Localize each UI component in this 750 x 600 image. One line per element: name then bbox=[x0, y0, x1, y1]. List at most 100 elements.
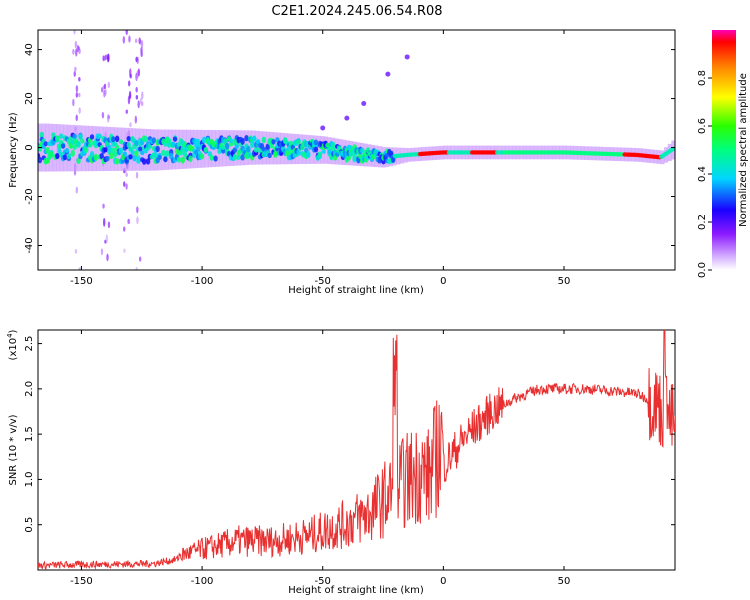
spectrogram-ridge-blob bbox=[331, 141, 336, 149]
spectrogram-ridge-blob bbox=[244, 135, 249, 142]
spectrogram-halo bbox=[302, 134, 307, 164]
spectrogram-streak-blob bbox=[129, 73, 132, 79]
spectrogram-halo bbox=[316, 135, 321, 164]
spectrogram-halo bbox=[208, 129, 213, 168]
x-tick-label: 50 bbox=[558, 576, 571, 587]
spectrogram-ridge-blob bbox=[39, 131, 45, 139]
spectrogram-ridge-blob bbox=[62, 154, 68, 161]
spectrogram-ridge-blob bbox=[157, 155, 162, 160]
spectrogram-streak-blob bbox=[78, 107, 81, 114]
spectrogram-streak-blob bbox=[75, 85, 79, 93]
x-tick-label: 50 bbox=[558, 276, 571, 287]
spectrogram-ridge-blob bbox=[161, 149, 166, 157]
spectrogram-streak-blob bbox=[78, 48, 81, 55]
spectrogram-ridge-blob bbox=[253, 147, 259, 153]
snr-frame bbox=[37, 329, 676, 571]
spectrogram-ridge-blob bbox=[265, 143, 270, 151]
spectrogram-ridge-blob bbox=[43, 141, 48, 147]
spectrogram-ridge-blob bbox=[296, 139, 301, 145]
spectrogram-ridge-blob bbox=[246, 145, 251, 153]
x-tick-label: -50 bbox=[315, 576, 331, 587]
spectrogram-ridge-blob bbox=[84, 145, 89, 154]
spectrogram-ridge-blob bbox=[111, 136, 116, 143]
spectrogram-streak-blob bbox=[106, 253, 109, 262]
spectrogram-streak-blob bbox=[128, 35, 131, 43]
spectrogram-panel: -150 -100 -50 0 50 -40 -20 0 20 40 Height of str… bbox=[8, 29, 676, 296]
spectrogram-streak-blob bbox=[74, 40, 78, 49]
spectrogram-streak-blob bbox=[78, 267, 81, 270]
spectrogram-streak-blob bbox=[100, 87, 104, 93]
spectrogram-halo bbox=[70, 124, 75, 172]
spectrogram-heat bbox=[38, 30, 675, 270]
spectrogram-ridge-blob bbox=[188, 155, 193, 163]
spectrogram-ridge-blob bbox=[224, 142, 230, 150]
spectrogram-streak-blob bbox=[135, 72, 138, 82]
spectrogram-ridge-blob bbox=[145, 158, 151, 165]
spectrogram-streak-blob bbox=[125, 30, 128, 36]
y-tick-label: 2.0 bbox=[24, 381, 35, 397]
spectrogram-ridge-blob bbox=[389, 150, 394, 156]
spectrogram-ridge-blob bbox=[321, 149, 326, 155]
x-tick-label: -100 bbox=[191, 276, 214, 287]
colorbar-ticks: 0.0 0.2 0.4 0.6 0.8 bbox=[697, 70, 712, 278]
spectrogram-ridge-blob bbox=[114, 135, 120, 143]
spectrogram-halo bbox=[237, 130, 242, 166]
snr-y-multiplier-close: ) bbox=[8, 329, 19, 333]
spectrogram-ridge-blob bbox=[228, 141, 234, 147]
spectrogram-streak-blob bbox=[107, 221, 111, 229]
x-tick-label: -50 bbox=[315, 276, 331, 287]
y-tick-label: 1.5 bbox=[24, 426, 35, 442]
spectrogram-streak-blob bbox=[123, 226, 126, 232]
spectrogram-streak-blob bbox=[75, 92, 79, 98]
spectrogram-ridge-blob bbox=[138, 146, 143, 152]
spectrogram-streak-blob bbox=[123, 248, 126, 253]
spectrogram-ridge-blob bbox=[143, 136, 149, 143]
spectrogram-halo bbox=[95, 126, 100, 172]
spectrogram-halo bbox=[63, 124, 68, 172]
spectrogram-streak-blob bbox=[75, 114, 78, 122]
spectrogram-ridge-blob bbox=[163, 156, 168, 163]
spectrogram-ridge-blob bbox=[93, 153, 99, 162]
spectrogram-halo bbox=[52, 123, 57, 172]
spectrogram-streak-blob bbox=[138, 37, 141, 45]
spectrogram-ridge-blob bbox=[87, 142, 93, 148]
spectrogram-halo bbox=[309, 135, 314, 164]
spectrogram-ridge-blob bbox=[327, 149, 332, 155]
spectrogram-xlabel: Height of straight line (km) bbox=[288, 285, 424, 296]
spectrogram-halo bbox=[48, 123, 53, 172]
y-tick-label: 20 bbox=[24, 92, 35, 105]
spectrogram-ridge-blob bbox=[232, 153, 238, 161]
spectrogram-ridge-blob bbox=[76, 141, 81, 148]
spectrogram-ridge-blob bbox=[140, 150, 145, 156]
spectrogram-ridge-blob bbox=[165, 150, 170, 157]
spectrogram-streak-blob bbox=[141, 91, 144, 100]
spectrogram-ridge-blob bbox=[271, 139, 276, 145]
spectrogram-ridge-blob bbox=[99, 152, 104, 160]
spectrogram-ridge-blob bbox=[313, 139, 319, 146]
snr-y-ticks: 0.5 1.0 1.5 2.0 2.5 bbox=[24, 336, 675, 533]
spectrogram-ridge-blob bbox=[228, 138, 234, 144]
spectrogram-halo bbox=[171, 129, 176, 170]
spectrogram-side-blob bbox=[385, 71, 391, 77]
spectrogram-halo bbox=[88, 125, 93, 172]
spectrogram-ridge-blob bbox=[76, 157, 81, 165]
colorbar-tick-label: 0.4 bbox=[697, 166, 708, 182]
spectrogram-ridge-blob bbox=[313, 146, 319, 153]
spectrogram-ridge-blob bbox=[267, 152, 272, 159]
spectrogram-ridge-blob bbox=[57, 143, 62, 150]
spectrogram-streak-blob bbox=[125, 109, 128, 114]
spectrogram-ridge-blob bbox=[55, 152, 60, 160]
spectrogram-ridge-blob bbox=[122, 151, 128, 157]
spectrogram-ridge-blob bbox=[234, 143, 240, 150]
spectrogram-streak-blob bbox=[107, 113, 110, 123]
spectrogram-streak-blob bbox=[140, 51, 143, 58]
spectrogram-ridge-blob bbox=[80, 138, 85, 144]
spectrogram-ridge-blob bbox=[49, 150, 54, 158]
spectrogram-ridge-blob bbox=[223, 138, 228, 144]
spectrogram-ridge-blob bbox=[66, 152, 72, 160]
spectrogram-ridge-blob bbox=[38, 156, 43, 164]
spectrogram-halo bbox=[92, 126, 97, 172]
spectrogram-ridge-blob bbox=[128, 154, 133, 160]
spectrogram-streak-blob bbox=[140, 39, 144, 49]
